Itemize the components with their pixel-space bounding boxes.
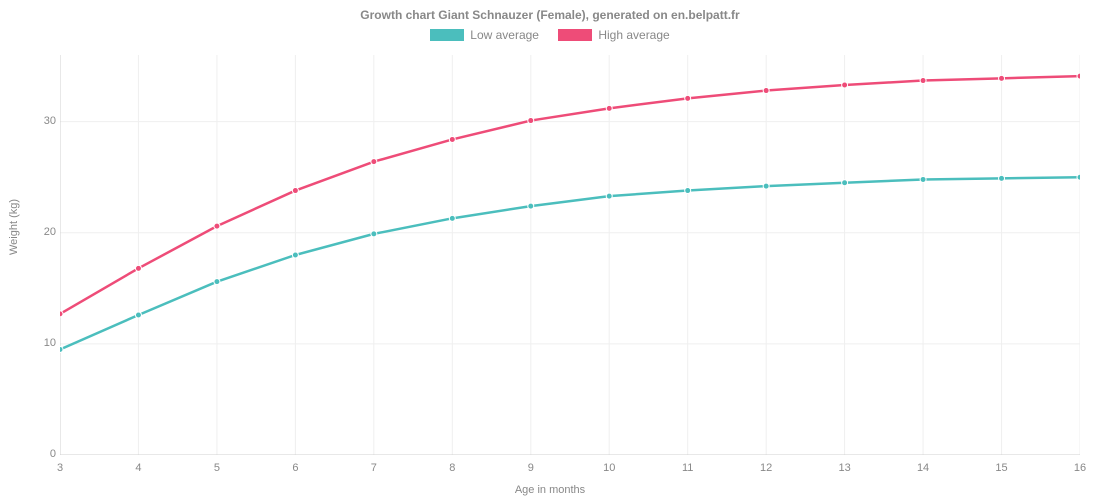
legend-label-high: High average: [598, 28, 669, 42]
x-tick-label: 6: [292, 462, 298, 474]
legend-item-low[interactable]: Low average: [430, 28, 539, 42]
chart-container: Growth chart Giant Schnauzer (Female), g…: [0, 0, 1100, 500]
legend-label-low: Low average: [470, 28, 539, 42]
x-tick-label: 10: [603, 462, 615, 474]
x-tick-label: 8: [449, 462, 455, 474]
x-tick-label: 15: [995, 462, 1007, 474]
x-axis-label: Age in months: [0, 484, 1100, 496]
plot-svg: [60, 55, 1080, 455]
chart-title: Growth chart Giant Schnauzer (Female), g…: [0, 8, 1100, 22]
x-tick-label: 9: [528, 462, 534, 474]
x-tick-label: 11: [682, 462, 693, 474]
y-tick-label: 10: [16, 337, 56, 349]
y-tick-label: 0: [16, 448, 56, 460]
legend: Low average High average: [0, 28, 1100, 44]
x-tick-label: 4: [135, 462, 141, 474]
x-tick-label: 16: [1074, 462, 1086, 474]
y-tick-label: 30: [16, 115, 56, 127]
legend-swatch-low: [430, 29, 464, 41]
x-tick-label: 3: [57, 462, 63, 474]
x-tick-label: 5: [214, 462, 220, 474]
x-tick-label: 13: [838, 462, 850, 474]
x-tick-label: 7: [371, 462, 377, 474]
legend-item-high[interactable]: High average: [558, 28, 669, 42]
plot-area: [60, 55, 1080, 455]
legend-swatch-high: [558, 29, 592, 41]
y-tick-label: 20: [16, 226, 56, 238]
x-tick-label: 14: [917, 462, 929, 474]
x-tick-label: 12: [760, 462, 772, 474]
